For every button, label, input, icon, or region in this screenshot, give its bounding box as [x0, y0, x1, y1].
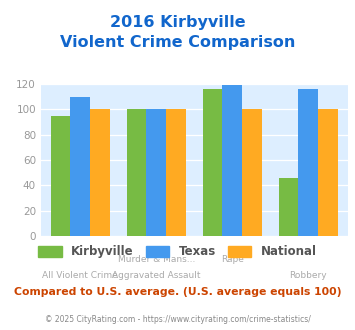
Text: © 2025 CityRating.com - https://www.cityrating.com/crime-statistics/: © 2025 CityRating.com - https://www.city…: [45, 315, 310, 324]
Bar: [166, 110, 186, 236]
Legend: Kirbyville, Texas, National: Kirbyville, Texas, National: [33, 241, 322, 263]
Text: Murder & Mans...: Murder & Mans...: [118, 255, 195, 264]
Bar: [90, 110, 110, 236]
Bar: [279, 178, 299, 236]
Bar: [147, 110, 166, 236]
Text: 2016 Kirbyville: 2016 Kirbyville: [110, 15, 245, 30]
Text: Violent Crime Comparison: Violent Crime Comparison: [60, 35, 295, 50]
Bar: [203, 89, 223, 236]
Text: Robbery: Robbery: [290, 271, 327, 280]
Text: Compared to U.S. average. (U.S. average equals 100): Compared to U.S. average. (U.S. average …: [14, 287, 341, 297]
Text: All Violent Crime: All Violent Crime: [43, 271, 118, 280]
Bar: [242, 110, 262, 236]
Bar: [71, 97, 90, 236]
Text: Rape: Rape: [221, 255, 244, 264]
Bar: [127, 110, 147, 236]
Bar: [51, 116, 71, 236]
Bar: [223, 85, 242, 236]
Text: Aggravated Assault: Aggravated Assault: [112, 271, 201, 280]
Bar: [299, 89, 318, 236]
Bar: [318, 110, 338, 236]
